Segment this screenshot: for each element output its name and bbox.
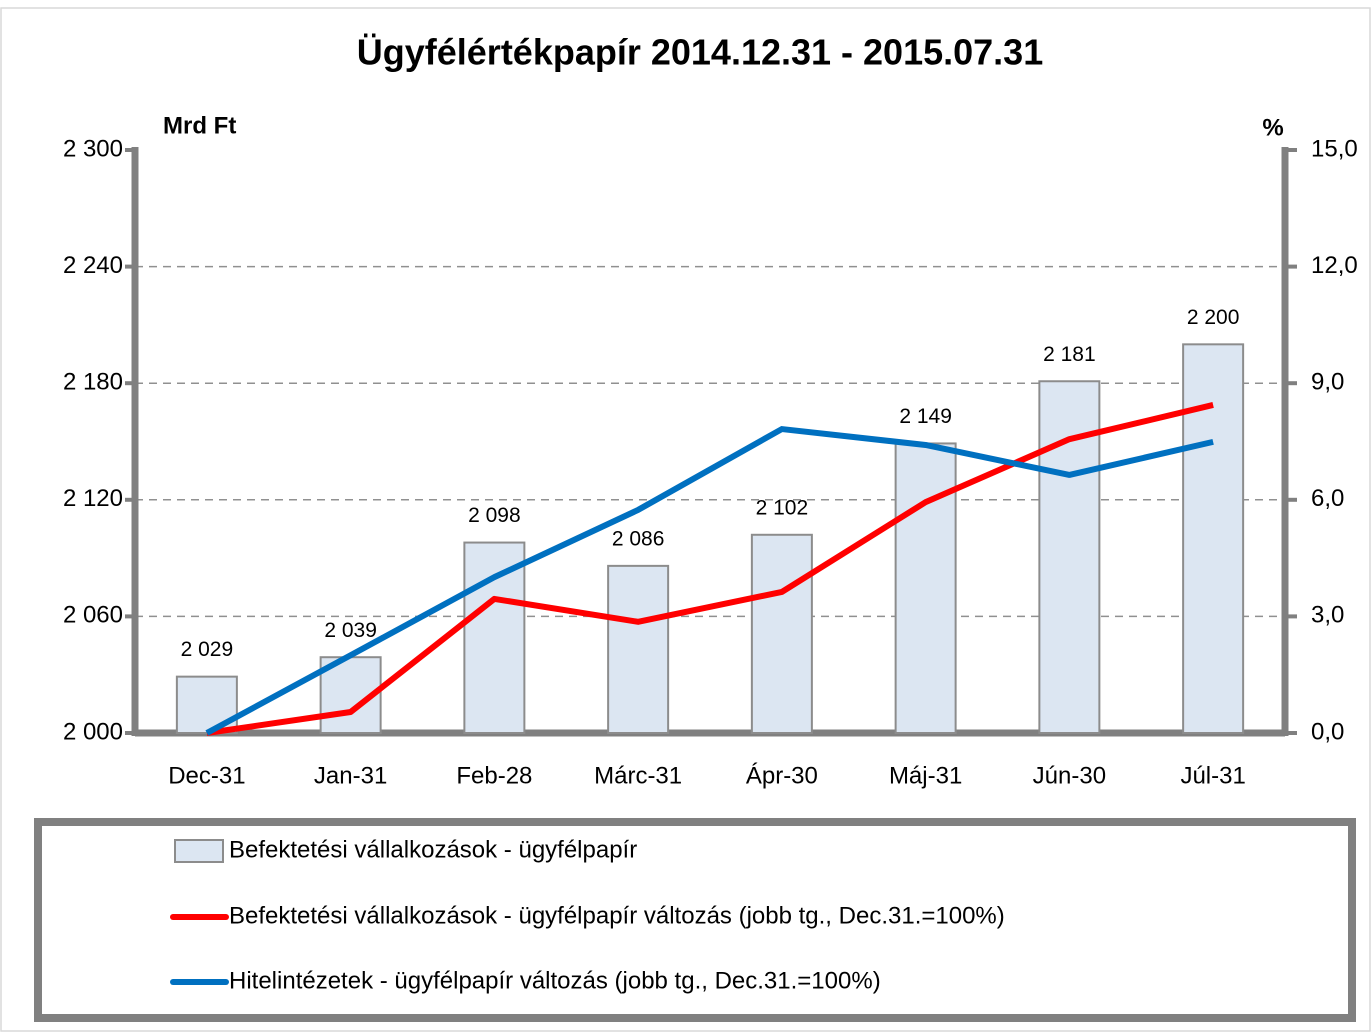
x-tick-label: Márc-31: [594, 762, 682, 789]
y2-tick-label: 9,0: [1311, 369, 1344, 396]
legend-label: Hitelintézetek - ügyfélpapír változás (j…: [229, 967, 881, 994]
line-series: [206, 402, 1214, 736]
bar: [894, 442, 957, 734]
data-label: 2 102: [756, 496, 809, 519]
x-tick-label: Jan-31: [314, 762, 387, 789]
x-tick-label: Júl-31: [1180, 762, 1245, 789]
bar: [607, 564, 670, 735]
x-tick-label: Feb-28: [456, 762, 532, 789]
y-tick-label: 2 000: [63, 718, 123, 745]
data-label: 2 181: [1043, 343, 1096, 366]
data-label: 2 086: [612, 527, 665, 550]
y2-axis-label: %: [1262, 114, 1283, 141]
y2-tick-label: 6,0: [1311, 485, 1344, 512]
y2-tick-label: 15,0: [1311, 135, 1358, 162]
y2-tick-label: 0,0: [1311, 718, 1344, 745]
data-label: 2 039: [324, 619, 377, 642]
data-label: 2 029: [181, 638, 234, 661]
legend-label: Befektetési vállalkozások - ügyfélpapír …: [229, 902, 1005, 929]
data-label: 2 149: [899, 405, 952, 428]
chart-frame: [0, 7, 1371, 1032]
y2-tick-label: 12,0: [1311, 252, 1358, 279]
y-tick-label: 2 120: [63, 485, 123, 512]
legend-label: Befektetési vállalkozások - ügyfélpapír: [229, 836, 637, 863]
y-tick-label: 2 240: [63, 252, 123, 279]
bar: [1182, 343, 1245, 734]
bar: [750, 533, 813, 735]
line-series: [205, 426, 1214, 736]
data-label: 2 098: [468, 504, 521, 527]
x-tick-label: Ápr-30: [746, 762, 818, 789]
x-tick-label: Máj-31: [889, 762, 962, 789]
x-tick-label: Dec-31: [168, 762, 245, 789]
legend-swatch: [174, 839, 224, 863]
data-label: 2 200: [1187, 306, 1240, 329]
bar: [463, 541, 526, 735]
x-tick-label: Jún-30: [1033, 762, 1106, 789]
y-axis-label: Mrd Ft: [163, 112, 236, 139]
y-tick-label: 2 060: [63, 602, 123, 629]
legend-box: [34, 818, 1356, 1022]
y-tick-label: 2 300: [63, 135, 123, 162]
y-tick-label: 2 180: [63, 369, 123, 396]
chart-title: Ügyfélértékpapír 2014.12.31 - 2015.07.31: [357, 32, 1043, 73]
y2-tick-label: 3,0: [1311, 602, 1344, 629]
